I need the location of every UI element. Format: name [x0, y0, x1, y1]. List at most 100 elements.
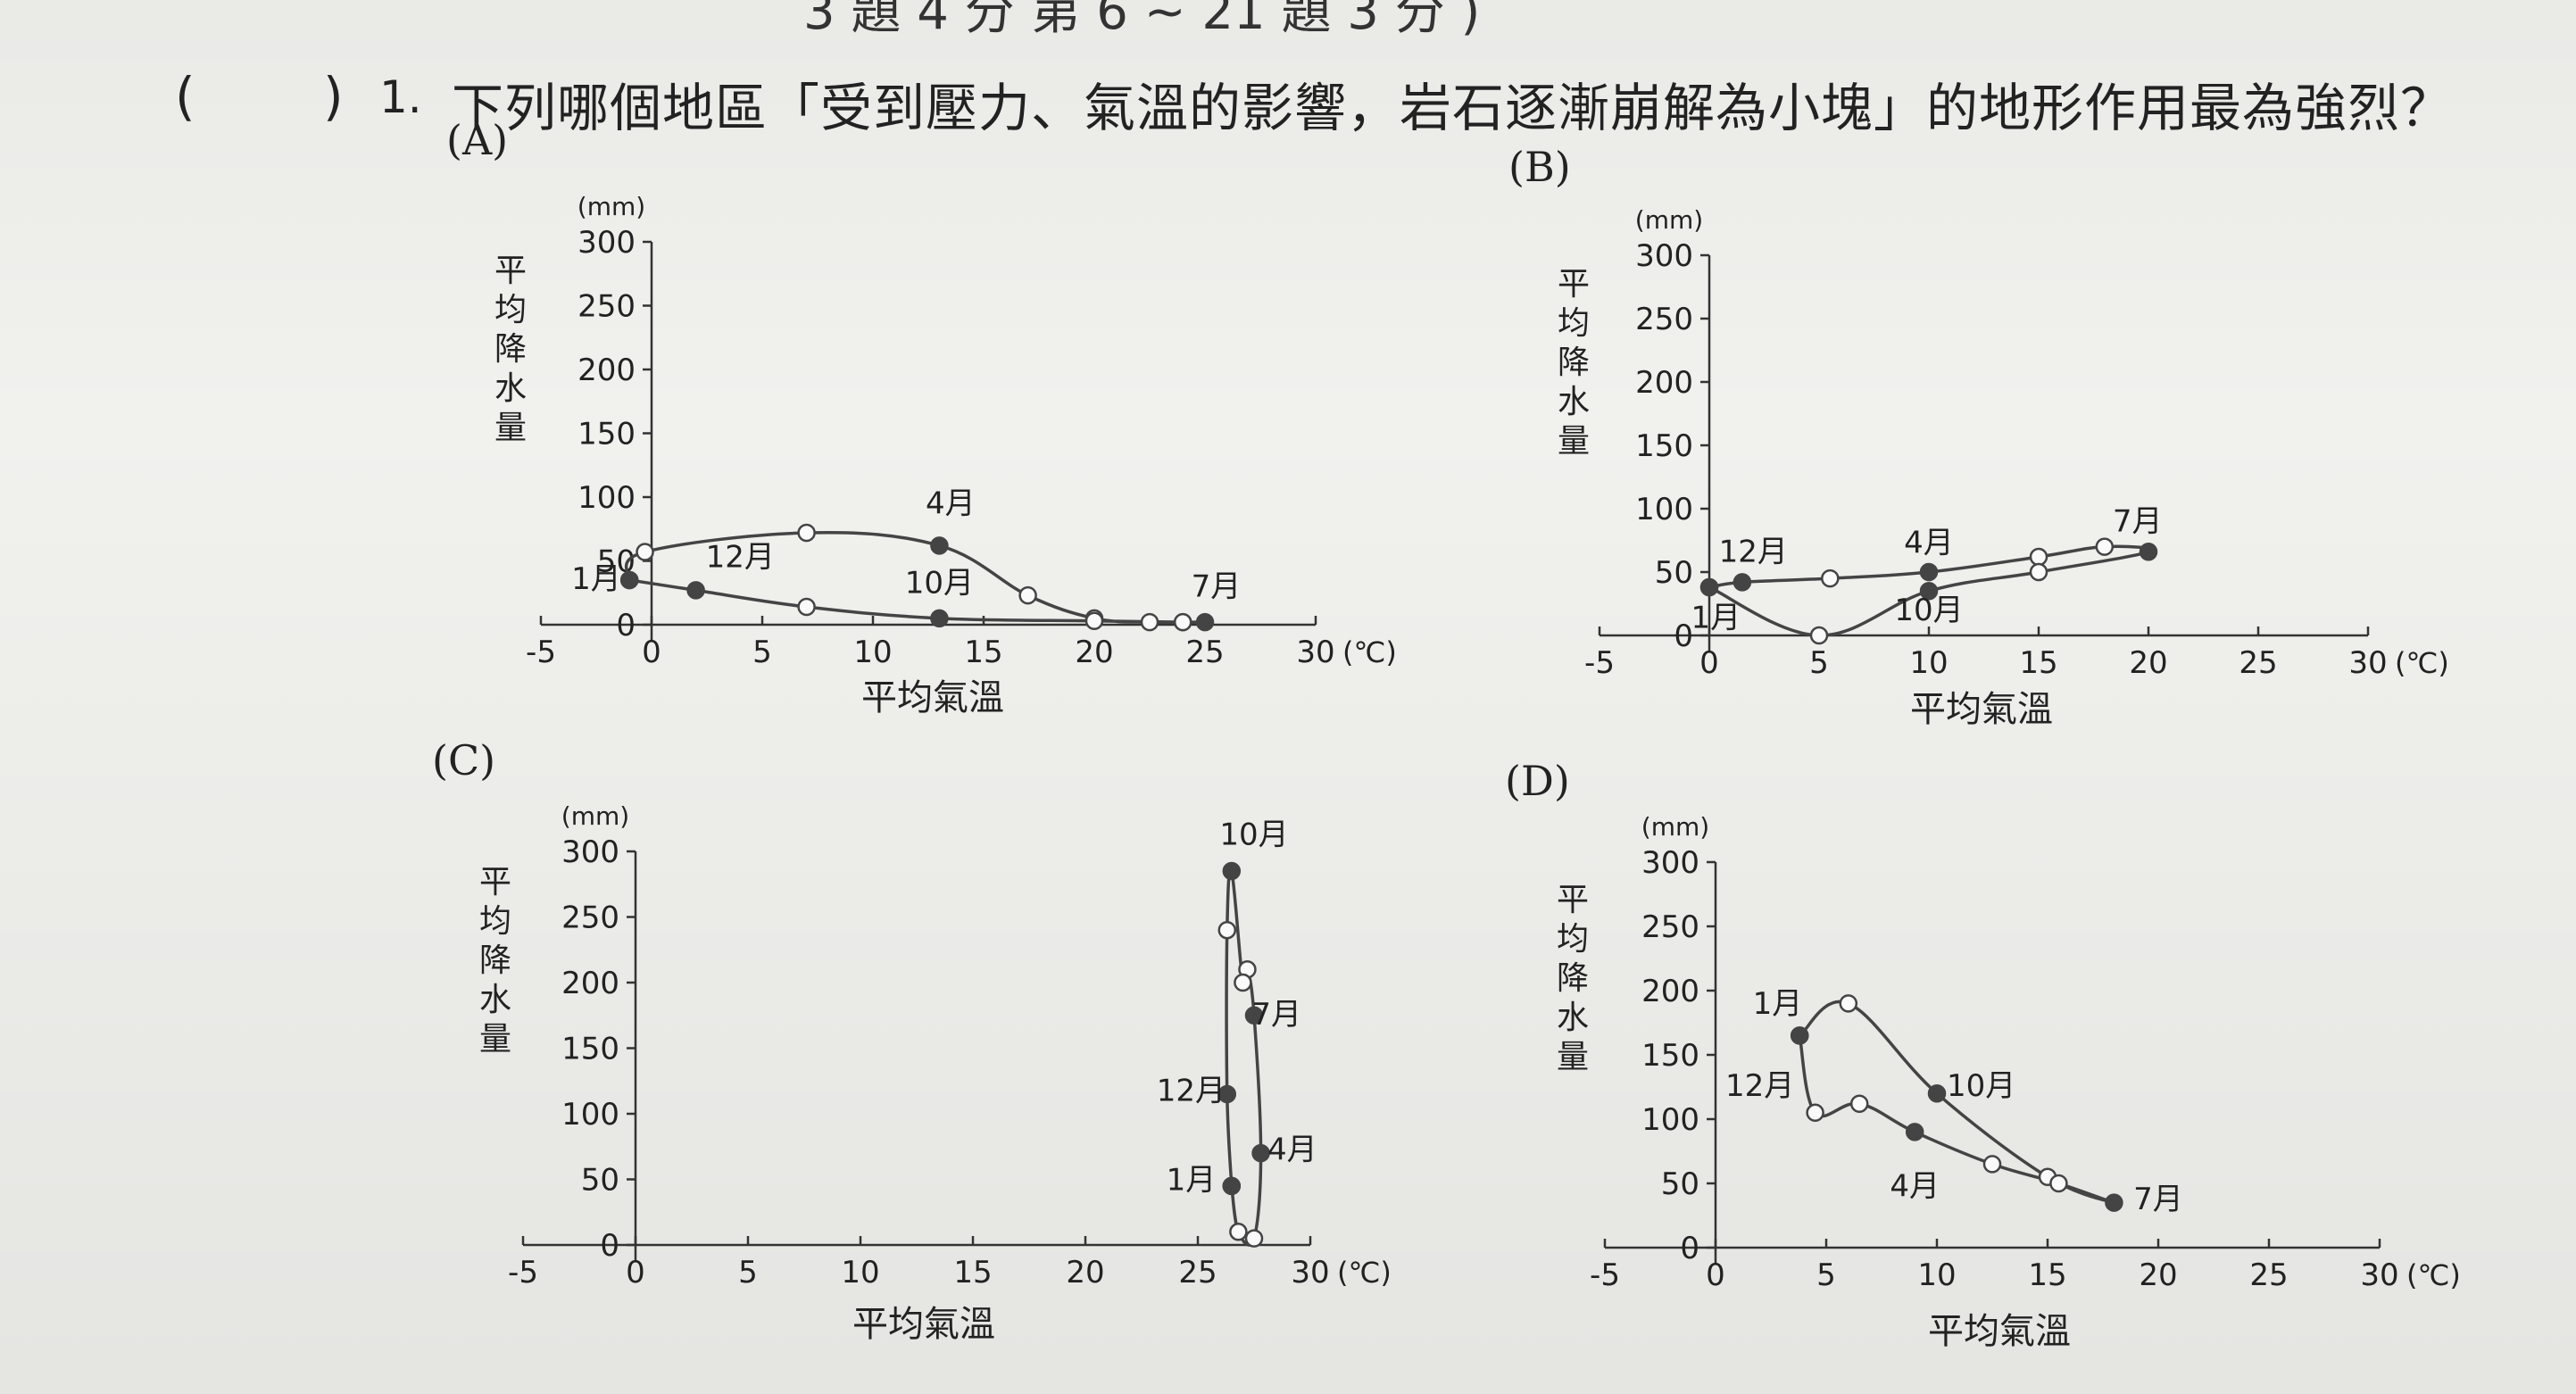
option-label-b: (B) — [1508, 143, 1571, 191]
month-label: 1月 — [1167, 1162, 1217, 1198]
month-point-filled — [2105, 1193, 2123, 1212]
x-tick-label: 30 — [1296, 635, 1334, 670]
month-label: 12月 — [1725, 1068, 1794, 1104]
y-tick-label: 50 — [1661, 1166, 1699, 1202]
x-tick-label: 5 — [1816, 1257, 1836, 1293]
x-tick-label: 20 — [2129, 645, 2167, 681]
x-tick-label: 0 — [1699, 645, 1719, 681]
x-tick-label: -5 — [1590, 1257, 1620, 1293]
x-tick-label: 30 — [2360, 1257, 2398, 1293]
month-label: 7月 — [1251, 997, 1301, 1033]
month-point-filled — [1244, 1006, 1264, 1025]
month-point-filled — [930, 536, 949, 555]
y-tick-label: 250 — [561, 900, 619, 936]
month-point-open — [797, 523, 816, 543]
option-label-c: (C) — [432, 736, 496, 784]
month-point-filled — [1222, 1176, 1242, 1196]
y-tick-label: 250 — [578, 289, 636, 325]
month-label: 4月 — [1890, 1168, 1940, 1204]
header-fragment: 3 題 4 分 第 6 ~ 21 題 3 分 ) — [803, 0, 1481, 41]
month-point-open — [1821, 568, 1840, 588]
y-tick-label: 200 — [578, 353, 636, 388]
question-line: ( ) 1. 下列哪個地區「受到壓力、氣溫的影響，岩石逐漸崩解為小塊」的地形作用… — [0, 30, 2576, 138]
month-point-filled — [1222, 861, 1242, 881]
y-tick-label: 250 — [1641, 909, 1699, 945]
month-point-filled — [1790, 1026, 1809, 1045]
month-point-filled — [1927, 1083, 1947, 1103]
y-tick-label: 100 — [1635, 492, 1693, 527]
x-tick-label: 10 — [1917, 1257, 1956, 1293]
x-unit: (℃) — [1342, 635, 1397, 669]
x-tick-label: 25 — [1185, 635, 1224, 670]
y-tick-label: 0 — [1680, 1231, 1699, 1266]
month-point-open — [1806, 1103, 1824, 1123]
month-label: 12月 — [1157, 1073, 1226, 1108]
x-axis-label: 平均氣溫 — [861, 677, 1004, 718]
x-tick-label: -5 — [526, 635, 556, 670]
x-tick-label: 20 — [2139, 1257, 2177, 1293]
month-point-open — [1849, 1094, 1869, 1113]
month-point-open — [1229, 1223, 1248, 1241]
y-axis-label: 平均降水量 — [479, 864, 511, 1058]
month-point-open — [1982, 1155, 2002, 1174]
month-point-open — [2049, 1174, 2068, 1193]
month-label: 7月 — [2133, 1182, 2183, 1217]
month-label: 10月 — [1947, 1068, 2015, 1104]
y-tick-label: 150 — [1635, 428, 1693, 464]
month-point-open — [1809, 626, 1829, 645]
month-point-open — [1084, 611, 1104, 630]
month-label: 12月 — [706, 540, 775, 576]
month-label: 7月 — [1192, 569, 1242, 605]
month-point-filled — [1251, 1143, 1270, 1163]
month-point-filled — [2139, 543, 2158, 561]
x-axis-label: 平均氣溫 — [1928, 1311, 2071, 1352]
x-tick-label: 10 — [841, 1255, 879, 1290]
x-tick-label: 15 — [2028, 1257, 2066, 1293]
x-tick-label: 20 — [1066, 1255, 1104, 1290]
x-tick-label: 15 — [2019, 645, 2057, 681]
y-tick-label: 100 — [561, 1097, 619, 1133]
y-tick-label: 200 — [1641, 974, 1699, 1009]
month-label: 10月 — [905, 565, 974, 601]
x-tick-label: 25 — [2249, 1257, 2288, 1293]
month-label: 4月 — [1904, 526, 1954, 561]
x-tick-label: 30 — [2348, 645, 2387, 681]
x-tick-label: 15 — [964, 635, 1002, 670]
y-axis-label: 平均降水量 — [494, 253, 527, 446]
month-point-filled — [619, 570, 639, 590]
month-point-filled — [1217, 1084, 1237, 1104]
option-label-d: (D) — [1505, 757, 1570, 805]
question-text: 下列哪個地區「受到壓力、氣溫的影響，岩石逐漸崩解為小塊」的地形作用最為強烈？ — [452, 78, 2454, 138]
month-point-filled — [1905, 1123, 1924, 1141]
question-number: 1. — [379, 71, 422, 123]
month-point-open — [1217, 920, 1237, 940]
x-tick-label: 5 — [738, 1255, 758, 1290]
y-tick-label: 150 — [1641, 1038, 1699, 1074]
x-axis-label: 平均氣溫 — [852, 1304, 995, 1345]
y-tick-label: 0 — [1674, 618, 1693, 654]
answer-paren-right: ) — [323, 66, 344, 127]
y-tick-label: 100 — [1641, 1102, 1699, 1138]
month-label: 10月 — [1219, 817, 1288, 853]
x-tick-label: 5 — [752, 635, 772, 670]
y-unit: (mm) — [578, 192, 645, 221]
x-tick-label: 20 — [1075, 635, 1113, 670]
month-label: 1月 — [571, 561, 621, 597]
y-tick-label: 300 — [1641, 845, 1699, 881]
x-tick-label: -5 — [1584, 645, 1615, 681]
x-tick-label: 10 — [853, 635, 892, 670]
month-point-filled — [1699, 577, 1719, 597]
month-label: 12月 — [1719, 535, 1788, 570]
x-tick-label: 15 — [953, 1255, 992, 1290]
month-point-open — [2095, 537, 2115, 556]
x-tick-label: 0 — [642, 635, 661, 670]
x-unit: (℃) — [2395, 646, 2449, 680]
x-tick-label: 30 — [1291, 1255, 1329, 1290]
month-point-open — [797, 597, 816, 617]
y-tick-label: 150 — [578, 417, 636, 452]
month-point-filled — [1919, 582, 1939, 601]
